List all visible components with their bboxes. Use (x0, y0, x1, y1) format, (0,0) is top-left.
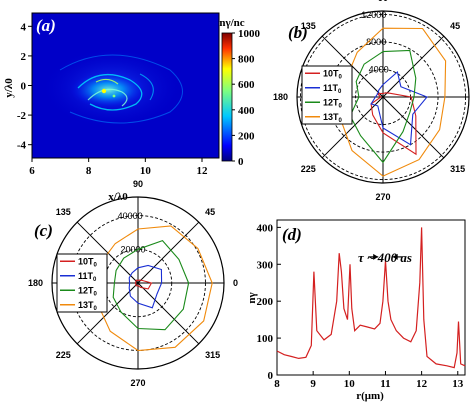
line-axes-ticks: 8 9 10 11 12 13 0 100 200 300 400 (257, 222, 464, 390)
heatmap-ytick-label: -4 (17, 140, 27, 152)
heatmap-xlabel: x/λ0 (108, 191, 128, 203)
line-xtick-label: 10 (344, 378, 356, 390)
legend-label: 13T0 (78, 300, 98, 312)
line-xtick-label: 13 (452, 378, 464, 390)
heatmap-filament (139, 73, 154, 101)
heatmap-xtick-label: 8 (86, 165, 92, 177)
colorbar-ticks: 1000 800 600 400 200 0 (232, 28, 261, 168)
colorbar (221, 32, 233, 162)
heatmap-hotspot (112, 94, 116, 98)
left-arrow-head (373, 253, 379, 260)
polar-spoke (321, 35, 445, 159)
polar-angle-label: 180 (28, 278, 43, 288)
polar-legend: 10T0 11T0 12T0 13T0 (56, 253, 108, 313)
polar-angle-label: 270 (375, 192, 390, 202)
polar-angle-label: 315 (205, 350, 220, 360)
line-ytick-label: 0 (268, 370, 274, 382)
polar-series-10T0 (134, 279, 153, 290)
colorbar-tick-label: 200 (238, 130, 255, 142)
legend-label: 10T0 (323, 68, 343, 80)
panel-label-a: (a) (36, 16, 56, 35)
legend-label: 11T0 (78, 271, 97, 283)
panel-b: 40008000120009045031527022518013510T011T… (273, 0, 470, 202)
polar-ring-label: 12000 (361, 10, 386, 20)
legend-label: 13T0 (323, 112, 343, 124)
line-ytick-label: 200 (257, 296, 274, 308)
polar-ring-label: 8000 (366, 37, 386, 47)
line-xtick-label: 9 (310, 378, 316, 390)
line-ylabel: nγ (246, 292, 258, 303)
heatmap-ytick-label: 2 (21, 51, 27, 63)
heatmap-xtick-label: 12 (197, 165, 209, 177)
colorbar-tick-label: 600 (238, 79, 255, 91)
line-xtick-label: 12 (416, 378, 428, 390)
colorbar-tick-label: 1000 (238, 28, 261, 40)
line-xtick-label: 11 (380, 378, 390, 390)
panel-c: 20000 40000 90 45 0 315 270 225 180 135 10T0 11T0 12… (28, 179, 238, 388)
heatmap-axes-ticks: 6 8 10 12 4 2 0 -2 -4 (17, 21, 208, 177)
polar-series-10T0 (370, 92, 417, 156)
right-arrow-head (392, 253, 398, 260)
heatmap-filament (77, 73, 143, 111)
heatmap-filament (95, 78, 119, 85)
panel-a: 6 8 10 12 4 2 0 -2 -4 (a) x/λ0 y/λ0 1000 800 600 40… (3, 12, 261, 203)
polar-angle-label: 45 (205, 207, 215, 217)
polar-angle-label: 225 (301, 164, 316, 174)
heatmap-ylabel: y/λ0 (3, 78, 15, 98)
polar-ring-label: 20000 (121, 244, 146, 254)
polar-ring-label: 4000 (369, 65, 389, 75)
polar-series-12T0 (349, 49, 417, 164)
panel-label-d: (d) (282, 225, 302, 244)
legend-label: 12T0 (323, 97, 343, 109)
polar-angle-label: 270 (130, 378, 145, 388)
heatmap-hotspot (101, 88, 107, 94)
polar-series-11T0 (370, 70, 428, 146)
legend-label: 10T0 (78, 256, 98, 268)
line-ytick-label: 300 (257, 259, 274, 271)
legend-label: 12T0 (78, 285, 98, 297)
polar-series-11T0 (128, 264, 163, 309)
legend-box (56, 253, 108, 313)
legend-label: 11T0 (323, 83, 342, 95)
heatmap-ytick-label: 4 (21, 21, 27, 33)
polar-angle-label: 225 (56, 350, 71, 360)
polar-ring-label: 40000 (118, 211, 143, 221)
line-ytick-label: 100 (257, 333, 274, 345)
pulse-width-arrows (368, 253, 403, 260)
legend-box (301, 65, 353, 125)
polar-angle-label: 0 (233, 278, 238, 288)
polar-angle-label: 180 (273, 92, 288, 102)
polar-ring (299, 13, 467, 181)
colorbar-tick-label: 800 (238, 54, 255, 66)
heatmap-field (42, 48, 183, 128)
line-xtick-label: 8 (274, 378, 280, 390)
heatmap-filament (59, 54, 183, 124)
line-xlabel: r(μm) (356, 390, 384, 402)
colorbar-tick-label: 0 (238, 156, 244, 168)
heatmap-filament (87, 88, 128, 107)
polar-angle-label: 135 (301, 21, 316, 31)
colorbar-title: nγ/nc (219, 17, 244, 29)
panel-label-c: (c) (34, 221, 53, 240)
polar-legend: 10T0 11T0 12T0 13T0 (301, 65, 353, 125)
polar-series-12T0 (112, 239, 190, 331)
polar-angle-label: 315 (450, 164, 465, 174)
polar-angle-label: 90 (378, 0, 388, 3)
polar-angle-label: 135 (56, 207, 71, 217)
polar-angle-label: 90 (133, 179, 143, 189)
panel-label-b: (b) (288, 23, 308, 42)
panel-d: 8 9 10 11 12 13 0 100 200 300 400 (d) τ ~ 400 as r… (246, 219, 466, 402)
heatmap-ytick-label: 0 (21, 81, 27, 93)
polar-series-13T0 (96, 225, 213, 352)
colorbar-tick-label: 400 (238, 105, 255, 117)
heatmap-ytick-label: -2 (17, 110, 27, 122)
line-series-n-gamma (276, 227, 466, 369)
polar-spoke (76, 221, 200, 345)
heatmap-xtick-label: 10 (140, 165, 152, 177)
polar-angle-label: 45 (450, 21, 460, 31)
line-annotation: τ ~ 400 as (358, 250, 412, 265)
heatmap-xtick-label: 6 (29, 165, 35, 177)
line-ytick-label: 400 (257, 222, 274, 234)
